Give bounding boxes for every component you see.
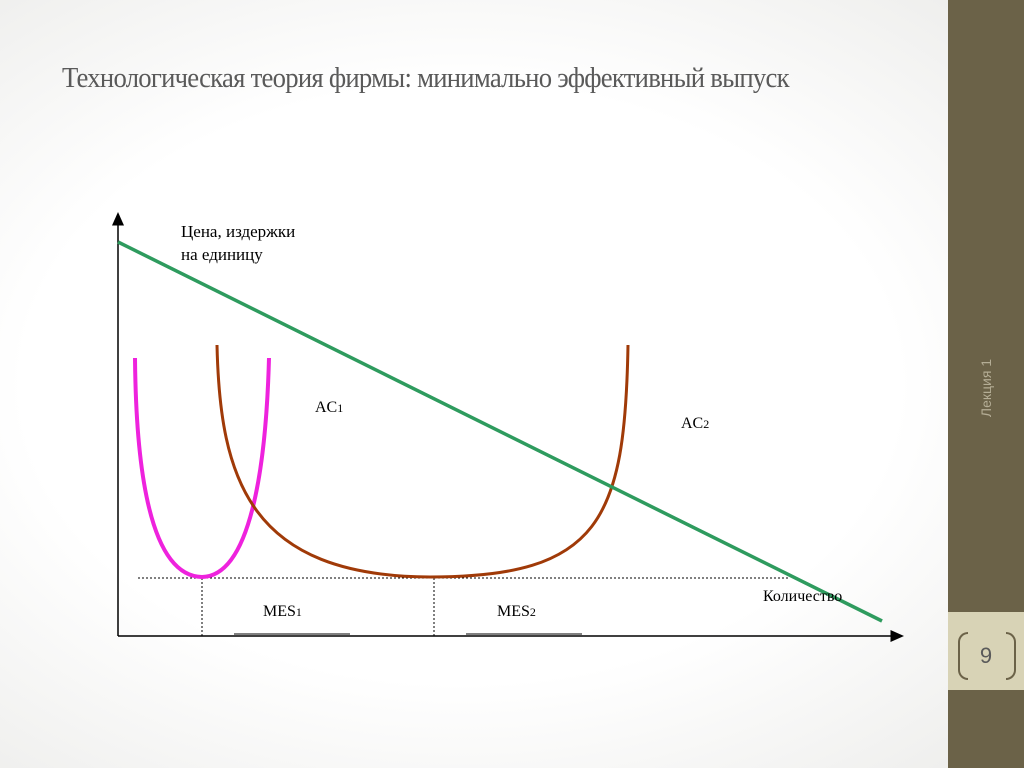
y-axis-label-line2: на единицу (181, 245, 263, 264)
ac1-curve (215, 344, 630, 579)
cost-diagram: Цена, издержки на единицу AC1 AC2 MES1 M… (112, 212, 904, 642)
lecture-label: Лекция 1 (978, 358, 994, 418)
ac-small-curve (133, 357, 271, 580)
slide-title: Технологическая теория фирмы: минимально… (62, 62, 790, 94)
page-bracket-left (958, 632, 968, 680)
demand-line (117, 240, 883, 623)
mes1-label: MES1 (263, 603, 302, 620)
x-axis-label: Количество (763, 588, 842, 605)
page-number: 9 (979, 643, 993, 668)
ac2-label: AC2 (681, 415, 709, 432)
y-axis-label-line1: Цена, издержки (181, 222, 295, 241)
mes2-label: MES2 (497, 603, 536, 620)
ac1-label: AC1 (315, 399, 343, 416)
